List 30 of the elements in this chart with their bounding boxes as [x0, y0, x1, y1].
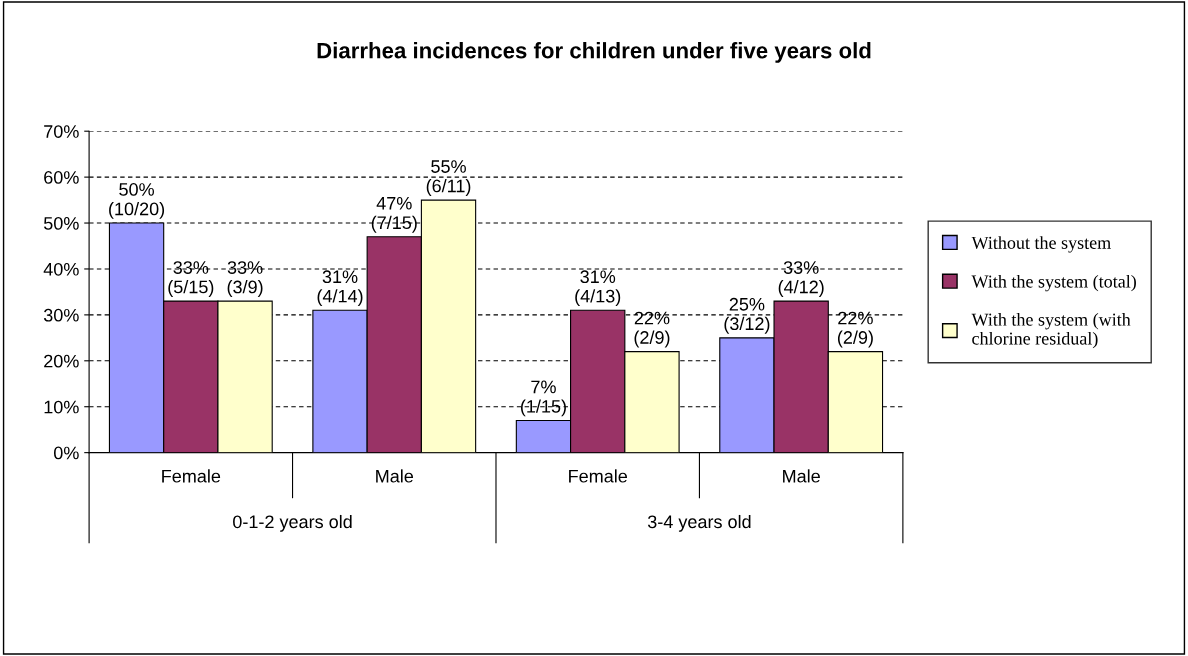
x-tick-label: Male	[376, 469, 414, 483]
data-label: 33% (5/15)	[168, 261, 214, 297]
data-label: 22% (2/9)	[634, 311, 670, 348]
legend-label: Without the system	[971, 236, 1111, 253]
data-label: 25% (3/12)	[724, 297, 770, 334]
chart-title: Diarrhea incidences for children under five years old	[317, 42, 871, 63]
text: 3-4 years old	[647, 514, 751, 532]
y-tick-label: 30%	[43, 308, 79, 322]
x-tick-label: Female	[569, 469, 628, 483]
data-label: 31% (4/13)	[575, 270, 621, 307]
y-tick-label: 0%	[53, 446, 79, 460]
y-tick-label: 20%	[44, 354, 79, 368]
text: 0-1-2 years old	[233, 514, 352, 532]
data-label: 33% (3/9)	[227, 261, 263, 297]
y-tick-label: 10%	[44, 400, 79, 414]
data-label: 47% (7/15)	[371, 196, 417, 233]
y-tick-label: 70%	[44, 125, 79, 138]
y-tick-label: 50%	[43, 216, 79, 230]
legend-label: With the system (total)	[971, 274, 1136, 292]
data-label: 33% (4/12)	[778, 261, 824, 297]
data-label: 55% (6/11)	[426, 160, 471, 196]
y-tick-label: 60%	[44, 171, 79, 184]
legend-label: With the system (with chlorine residual)	[971, 313, 1131, 349]
data-label: 50% (10/20)	[109, 183, 165, 219]
data-label: 7% (1/15)	[521, 380, 566, 417]
x-tick-label: Male	[783, 469, 820, 483]
x-tick-label: Female	[162, 469, 221, 483]
data-label: 22% (2/9)	[837, 311, 873, 348]
data-label: 31% (4/14)	[317, 270, 363, 307]
y-tick-label: 40%	[43, 262, 79, 276]
